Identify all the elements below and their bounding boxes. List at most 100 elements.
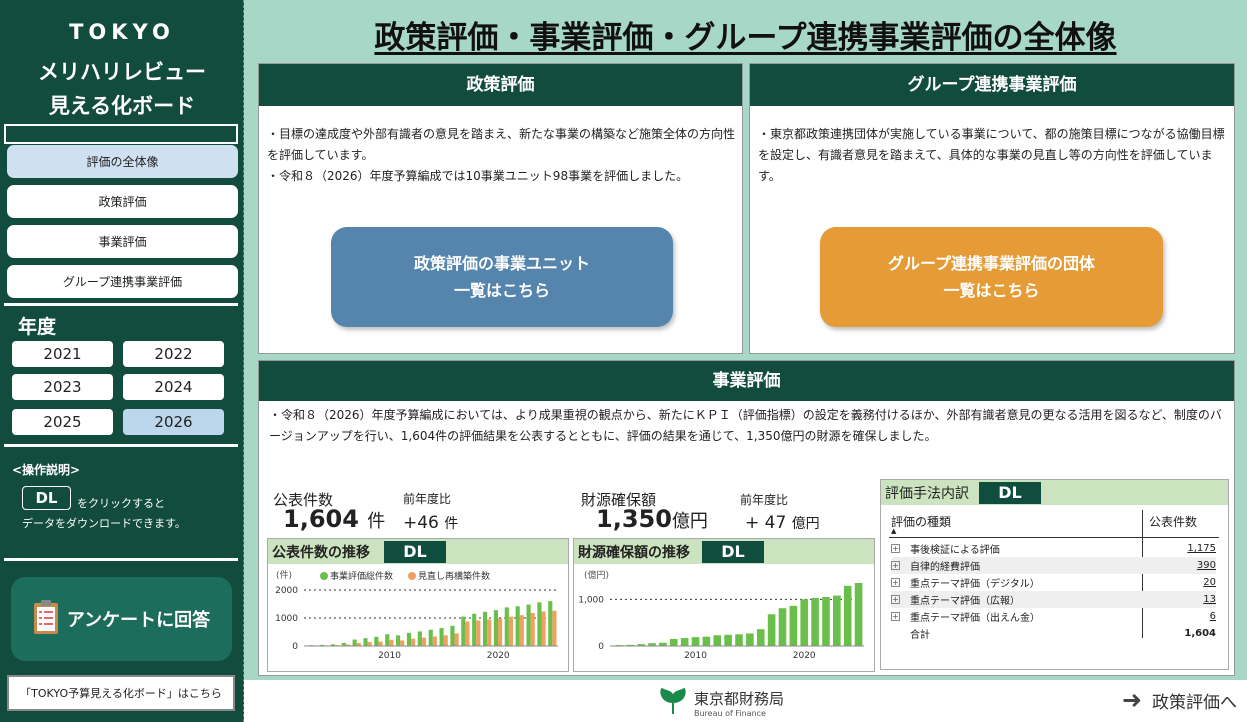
bar: [530, 612, 535, 646]
breakdown-header: 評価手法内訳 DL: [881, 480, 1228, 505]
kpi-funding-unit: 億円: [671, 511, 708, 532]
bar: [552, 610, 557, 646]
bar: [626, 644, 635, 646]
chart2-header: 財源確保額の推移 DL: [574, 539, 874, 564]
next-page-link[interactable]: ➜ 政策評価へ: [1122, 686, 1237, 714]
legend-marker: [320, 572, 328, 580]
expand-icon[interactable]: +: [891, 595, 900, 604]
app-title-line3: 見える化ボード: [48, 94, 196, 118]
app-title-line2: メリハリレビュー: [38, 60, 206, 84]
breakdown-col-count: 公表件数: [1149, 515, 1198, 529]
survey-button[interactable]: アンケートに回答: [11, 577, 232, 661]
total-label: 合計: [910, 630, 930, 641]
bar: [680, 638, 689, 646]
row-value[interactable]: 20: [1203, 577, 1216, 588]
expand-icon[interactable]: +: [891, 612, 900, 621]
year-2023-button[interactable]: 2023: [12, 374, 113, 400]
bar: [483, 611, 488, 646]
expand-icon[interactable]: +: [891, 578, 900, 587]
bar: [843, 585, 852, 646]
nav-group-evaluation[interactable]: グループ連携事業評価: [7, 265, 238, 298]
year-2022-button[interactable]: 2022: [123, 341, 224, 367]
bar: [439, 628, 444, 646]
year-2021-button[interactable]: 2021: [12, 341, 113, 367]
kpi-funding-label: 財源確保額: [581, 491, 657, 509]
bar: [778, 608, 787, 646]
group-list-button[interactable]: グループ連携事業評価の団体 一覧はこちら: [820, 227, 1163, 327]
bar: [756, 629, 765, 646]
kpi-funding-diff: + 47 億円: [745, 513, 820, 533]
divider: [4, 444, 238, 447]
year-2024-button[interactable]: 2024: [123, 374, 224, 400]
bar: [515, 606, 520, 646]
budget-board-link[interactable]: 「TOKYO予算見える化ボード」はこちら: [7, 675, 235, 711]
row-value[interactable]: 13: [1203, 594, 1216, 605]
bureau-name-en: Bureau of Finance: [694, 709, 766, 718]
policy-description: ・目標の達成度や外部有識者の意見を踏まえ、新たな事業の構築など施策全体の方向性を…: [267, 124, 737, 187]
row-name: 自律的経費評価: [910, 562, 980, 573]
kpi-published-diff-unit: 件: [444, 516, 459, 532]
breakdown-dl-button[interactable]: DL: [979, 481, 1041, 504]
row-value[interactable]: 6: [1209, 611, 1216, 622]
policy-text-1: ・目標の達成度や外部有識者の意見を踏まえ、新たな事業の構築など施策全体の方向性を…: [267, 127, 736, 162]
bar: [800, 599, 809, 646]
bar: [637, 644, 645, 646]
year-2025-button[interactable]: 2025: [12, 409, 113, 435]
table-row[interactable]: + 重点テーマ評価（広報） 13: [891, 591, 1216, 608]
bar: [465, 621, 470, 646]
row-name: 重点テーマ評価（出えん金）: [910, 613, 1040, 624]
bar: [767, 614, 776, 646]
kpi-published-number: 1,604: [283, 505, 359, 533]
policy-text-2: ・令和８（2026）年度予算編成では10事業ユニット98事業を評価しました。: [267, 169, 689, 183]
nav-overview[interactable]: 評価の全体像: [7, 145, 238, 178]
policy-unit-list-button[interactable]: 政策評価の事業ユニット 一覧はこちら: [331, 227, 673, 327]
bar: [746, 633, 754, 646]
footer: 東京都財務局 Bureau of Finance ➜ 政策評価へ: [244, 680, 1247, 722]
bureau-name: 東京都財務局: [694, 690, 785, 708]
bar: [330, 644, 335, 646]
x-tick-label: 2020: [487, 651, 510, 661]
bar: [367, 642, 372, 646]
year-2026-button[interactable]: 2026: [123, 409, 224, 435]
sort-arrow-icon[interactable]: ▲: [891, 527, 897, 535]
published-count-chart: 公表件数の推移 DL (件) 事業評価総件数 見直し再構築件数 0 1000 2000 20…: [267, 538, 569, 672]
table-row[interactable]: + 重点テーマ評価（デジタル） 20: [891, 574, 1216, 591]
divider: [889, 537, 1219, 538]
y-tick-label: 0: [292, 642, 298, 652]
bar: [345, 644, 350, 646]
bar: [537, 602, 542, 646]
total-value: 1,604: [1184, 628, 1216, 639]
expand-icon[interactable]: +: [891, 544, 900, 553]
project-panel-heading: 事業評価: [259, 361, 1234, 401]
chart2-dl-button[interactable]: DL: [702, 540, 764, 563]
kpi-funding-diff-value: + 47: [745, 513, 787, 533]
chart1-dl-button[interactable]: DL: [384, 540, 446, 563]
expand-icon[interactable]: +: [891, 561, 900, 570]
bar: [406, 632, 412, 646]
bar: [724, 634, 732, 646]
row-value[interactable]: 390: [1196, 560, 1216, 571]
kpi-published-unit: 件: [367, 511, 386, 532]
kpi-published-diff: +46 件: [403, 513, 458, 533]
bar: [443, 635, 448, 646]
row-value[interactable]: 1,175: [1187, 543, 1216, 554]
project-description: ・令和８（2026）年度予算編成においては、より成果重視の観点から、新たにＫＰＩ…: [269, 408, 1222, 443]
divider: [4, 558, 238, 561]
table-row[interactable]: + 事後検証による評価 1,175: [891, 540, 1216, 557]
y-tick-label: 2000: [275, 586, 298, 596]
breakdown-col-type: 評価の種類: [891, 515, 952, 529]
bar: [789, 605, 798, 646]
row-name: 重点テーマ評価（デジタル）: [910, 579, 1040, 590]
bar: [385, 634, 390, 646]
table-row[interactable]: + 重点テーマ評価（出えん金） 6: [891, 608, 1216, 625]
nav-policy-evaluation[interactable]: 政策評価: [7, 185, 238, 218]
table-row[interactable]: + 自律的経費評価 390: [891, 557, 1216, 574]
bar: [548, 601, 553, 646]
bar: [493, 610, 498, 646]
bar: [713, 635, 722, 646]
bar: [735, 634, 743, 646]
legend-label: 事業評価総件数: [330, 570, 393, 582]
clipboard-icon: [33, 599, 59, 639]
table-total-row: 合計 1,604: [891, 625, 1216, 642]
nav-project-evaluation[interactable]: 事業評価: [7, 225, 238, 258]
